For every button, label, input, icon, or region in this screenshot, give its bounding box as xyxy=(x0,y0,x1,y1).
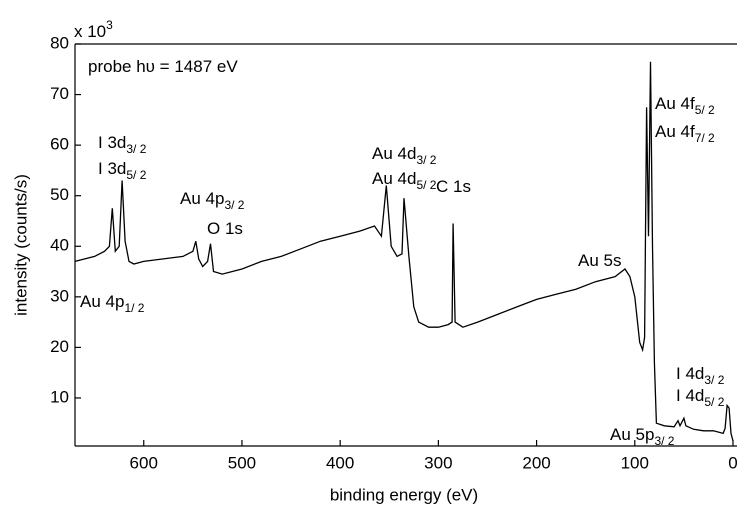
annotation-text: I 4d xyxy=(676,364,704,383)
spectrum-line xyxy=(74,61,734,442)
y-tick-label: 50 xyxy=(50,185,69,204)
annotation-text: Au 4p xyxy=(180,189,224,208)
annotation-text: C 1s xyxy=(436,177,471,196)
x-tick-label: 0 xyxy=(728,453,737,472)
annotation: Au 5p3/ 2 xyxy=(610,425,675,448)
annotation: Au 5s xyxy=(578,251,621,270)
annotation: I 4d5/ 2 xyxy=(676,386,725,409)
annotation-text: Au 4f xyxy=(655,94,695,113)
annotation-text: I 4d xyxy=(676,386,704,405)
annotation-subscript: 5/ 2 xyxy=(704,395,724,409)
multiplier-base: x 10 xyxy=(74,22,106,41)
x-axis-label: binding energy (eV) xyxy=(330,485,478,504)
annotation: Au 4d3/ 2 xyxy=(372,144,437,167)
annotation: probe hυ = 1487 eV xyxy=(88,57,238,76)
x-tick-label: 200 xyxy=(522,453,550,472)
annotation-text: Au 4d xyxy=(372,169,416,188)
annotation-subscript: 3/ 2 xyxy=(126,142,146,156)
x-tick-label: 600 xyxy=(130,453,158,472)
annotation-subscript: 1/ 2 xyxy=(124,301,144,315)
annotation-subscript: 7/ 2 xyxy=(695,131,715,145)
annotation-subscript: 3/ 2 xyxy=(704,373,724,387)
annotation: O 1s xyxy=(207,219,243,238)
annotation: Au 4p1/ 2 xyxy=(80,292,145,315)
annotation-text: Au 4p xyxy=(80,292,124,311)
annotation-subscript: 3/ 2 xyxy=(654,434,674,448)
annotation-subscript: 3/ 2 xyxy=(416,153,436,167)
annotation-subscript: 5/ 2 xyxy=(695,103,715,117)
annotation-subscript: 5/ 2 xyxy=(416,178,436,192)
annotation-text: probe hυ = 1487 eV xyxy=(88,57,238,76)
y-tick-label: 60 xyxy=(50,135,69,154)
annotation: C 1s xyxy=(436,177,471,196)
annotation-text: Au 5s xyxy=(578,251,621,270)
y-tick-label: 40 xyxy=(50,236,69,255)
annotation: I 3d3/ 2 xyxy=(98,133,147,156)
y-tick-label: 80 xyxy=(50,33,69,52)
y-axis-label: intensity (counts/s) xyxy=(11,174,30,316)
y-multiplier: x 103 xyxy=(74,18,113,41)
x-tick-label: 300 xyxy=(424,453,452,472)
y-tick-label: 30 xyxy=(50,286,69,305)
multiplier-exponent: 3 xyxy=(106,18,113,32)
y-tick-label: 70 xyxy=(50,84,69,103)
annotation-text: Au 5p xyxy=(610,425,654,444)
annotation-text: Au 4f xyxy=(655,122,695,141)
annotation-text: I 3d xyxy=(98,133,126,152)
annotation: Au 4f5/ 2 xyxy=(655,94,715,117)
annotation: I 3d5/ 2 xyxy=(98,159,147,182)
annotation-subscript: 5/ 2 xyxy=(126,168,146,182)
x-tick-label: 500 xyxy=(228,453,256,472)
x-tick-label: 100 xyxy=(621,453,649,472)
annotation: I 4d3/ 2 xyxy=(676,364,725,387)
annotation-text: I 3d xyxy=(98,159,126,178)
annotation: Au 4p3/ 2 xyxy=(180,189,245,212)
annotation-subscript: 3/ 2 xyxy=(224,198,244,212)
annotation: Au 4f7/ 2 xyxy=(655,122,715,145)
annotation-text: O 1s xyxy=(207,219,243,238)
annotation: Au 4d5/ 2 xyxy=(372,169,437,192)
x-tick-label: 400 xyxy=(326,453,354,472)
y-tick-label: 10 xyxy=(50,387,69,406)
y-tick-label: 20 xyxy=(50,337,69,356)
annotation-text: Au 4d xyxy=(372,144,416,163)
